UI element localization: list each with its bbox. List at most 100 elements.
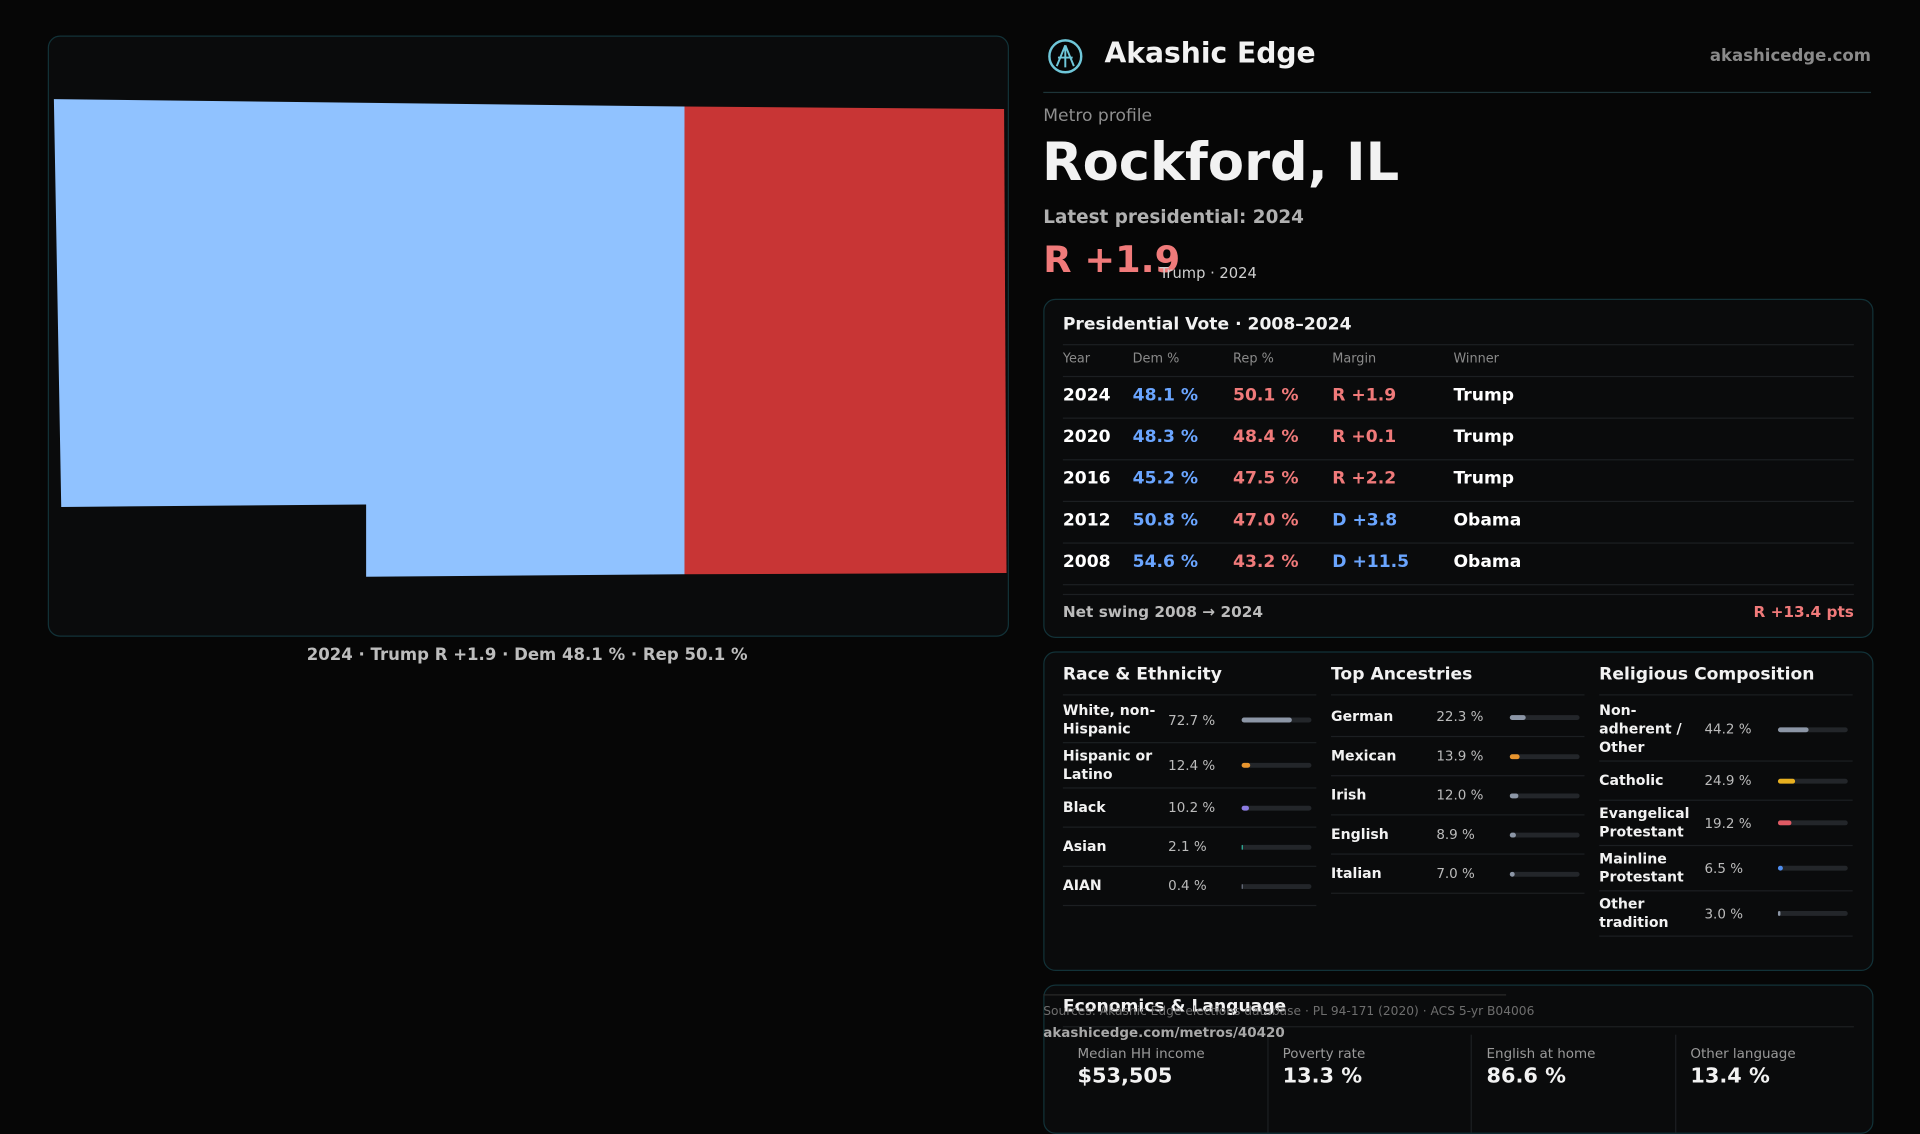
section-title: Religious Composition <box>1599 665 1852 696</box>
cell: 48.3 % <box>1133 427 1198 447</box>
cell: 54.6 % <box>1133 552 1198 572</box>
bar <box>1778 866 1783 871</box>
row-name: Mexican <box>1331 747 1436 765</box>
row-value: 0.4 % <box>1168 878 1241 894</box>
column-header: Margin <box>1332 351 1376 366</box>
bar <box>1510 793 1518 798</box>
cell: 2020 <box>1063 427 1111 447</box>
row-value: 10.2 % <box>1168 800 1241 816</box>
cell: Obama <box>1453 511 1521 531</box>
latest: Latest presidential: 2024 <box>1043 206 1304 228</box>
page: 2024 · Trump R +1.9 · Dem 48.1 % · Rep 5… <box>0 0 1920 1080</box>
swing-label: Net swing 2008 → 2024 <box>1063 602 1263 620</box>
vote-panel: Presidential Vote · 2008–2024 Net swing … <box>1043 299 1873 638</box>
row-name: Non-adherent / Other <box>1599 702 1704 757</box>
row-value: 13.9 % <box>1436 748 1509 764</box>
sources: Sources: Akashic Edge elections database… <box>1043 1005 1534 1018</box>
map-rep-area <box>684 107 1006 575</box>
bar-track <box>1242 763 1312 768</box>
column-header: Year <box>1063 351 1090 366</box>
column-header: Rep % <box>1233 351 1274 366</box>
row-name: German <box>1331 708 1436 726</box>
kicker: Metro profile <box>1043 107 1152 127</box>
cell: 47.0 % <box>1233 511 1298 531</box>
stat-value: 13.3 % <box>1283 1064 1362 1088</box>
cell: Trump <box>1453 469 1514 489</box>
bar-track <box>1242 883 1312 888</box>
table-header: Year Dem % Rep % Margin Winner <box>1063 344 1854 377</box>
bar <box>1778 778 1795 783</box>
row-name: Hispanic or Latino <box>1063 747 1168 784</box>
row-name: Mainline Protestant <box>1599 850 1704 887</box>
cell: 2012 <box>1063 511 1111 531</box>
divider <box>1063 594 1854 595</box>
site-link[interactable]: akashicedge.com <box>1710 47 1871 67</box>
brand: Akashic Edge <box>1104 38 1315 70</box>
cell: 45.2 % <box>1133 469 1198 489</box>
stat-label: English at home <box>1487 1046 1596 1062</box>
row-name: Other tradition <box>1599 895 1704 932</box>
divider <box>1043 92 1871 93</box>
row-value: 7.0 % <box>1436 866 1509 882</box>
column-header: Dem % <box>1133 351 1180 366</box>
row-name: Asian <box>1063 838 1168 856</box>
row-value: 44.2 % <box>1704 721 1777 737</box>
row-name: Black <box>1063 798 1168 816</box>
bar-track <box>1510 832 1580 837</box>
stage: 2024 · Trump R +1.9 · Dem 48.1 % · Rep 5… <box>0 0 1920 1080</box>
cell: D +3.8 <box>1332 511 1397 531</box>
bar <box>1242 718 1293 723</box>
cell: 48.4 % <box>1233 427 1298 447</box>
cell: Trump <box>1453 386 1514 406</box>
cell: R +1.9 <box>1332 386 1396 406</box>
row-name: English <box>1331 825 1436 843</box>
bar-track <box>1778 727 1848 732</box>
swing-value: R +13.4 pts <box>1753 602 1853 620</box>
row-value: 12.0 % <box>1436 787 1509 803</box>
table-row: 2012 50.8 % 47.0 % D +3.8 Obama <box>1063 501 1854 544</box>
row-name: Evangelical Protestant <box>1599 804 1704 841</box>
row-name: Italian <box>1331 864 1436 882</box>
row-value: 8.9 % <box>1436 827 1509 843</box>
row-value: 22.3 % <box>1436 709 1509 725</box>
margin-note: Trump · 2024 <box>1160 264 1257 281</box>
bar-track <box>1242 805 1312 810</box>
column-header: Winner <box>1453 351 1498 366</box>
metro-name: Rockford, IL <box>1042 132 1399 193</box>
stat-label: Other language <box>1690 1046 1795 1062</box>
bar-track <box>1510 754 1580 759</box>
logo <box>1047 38 1084 75</box>
cell: 2008 <box>1063 552 1111 572</box>
row-name: Irish <box>1331 786 1436 804</box>
bar-track <box>1242 718 1312 723</box>
bar <box>1242 844 1243 849</box>
stat: Median HH income$53,505 <box>1063 1035 1259 1133</box>
bar <box>1510 832 1516 837</box>
cell: 43.2 % <box>1233 552 1298 572</box>
cell: Trump <box>1453 427 1514 447</box>
bar <box>1510 714 1526 719</box>
bar <box>1778 820 1791 825</box>
cell: 50.8 % <box>1133 511 1198 531</box>
bar-track <box>1778 911 1848 916</box>
row-name: Catholic <box>1599 771 1704 789</box>
permalink[interactable]: akashicedge.com/metros/40420 <box>1043 1025 1285 1041</box>
bar-track <box>1778 820 1848 825</box>
